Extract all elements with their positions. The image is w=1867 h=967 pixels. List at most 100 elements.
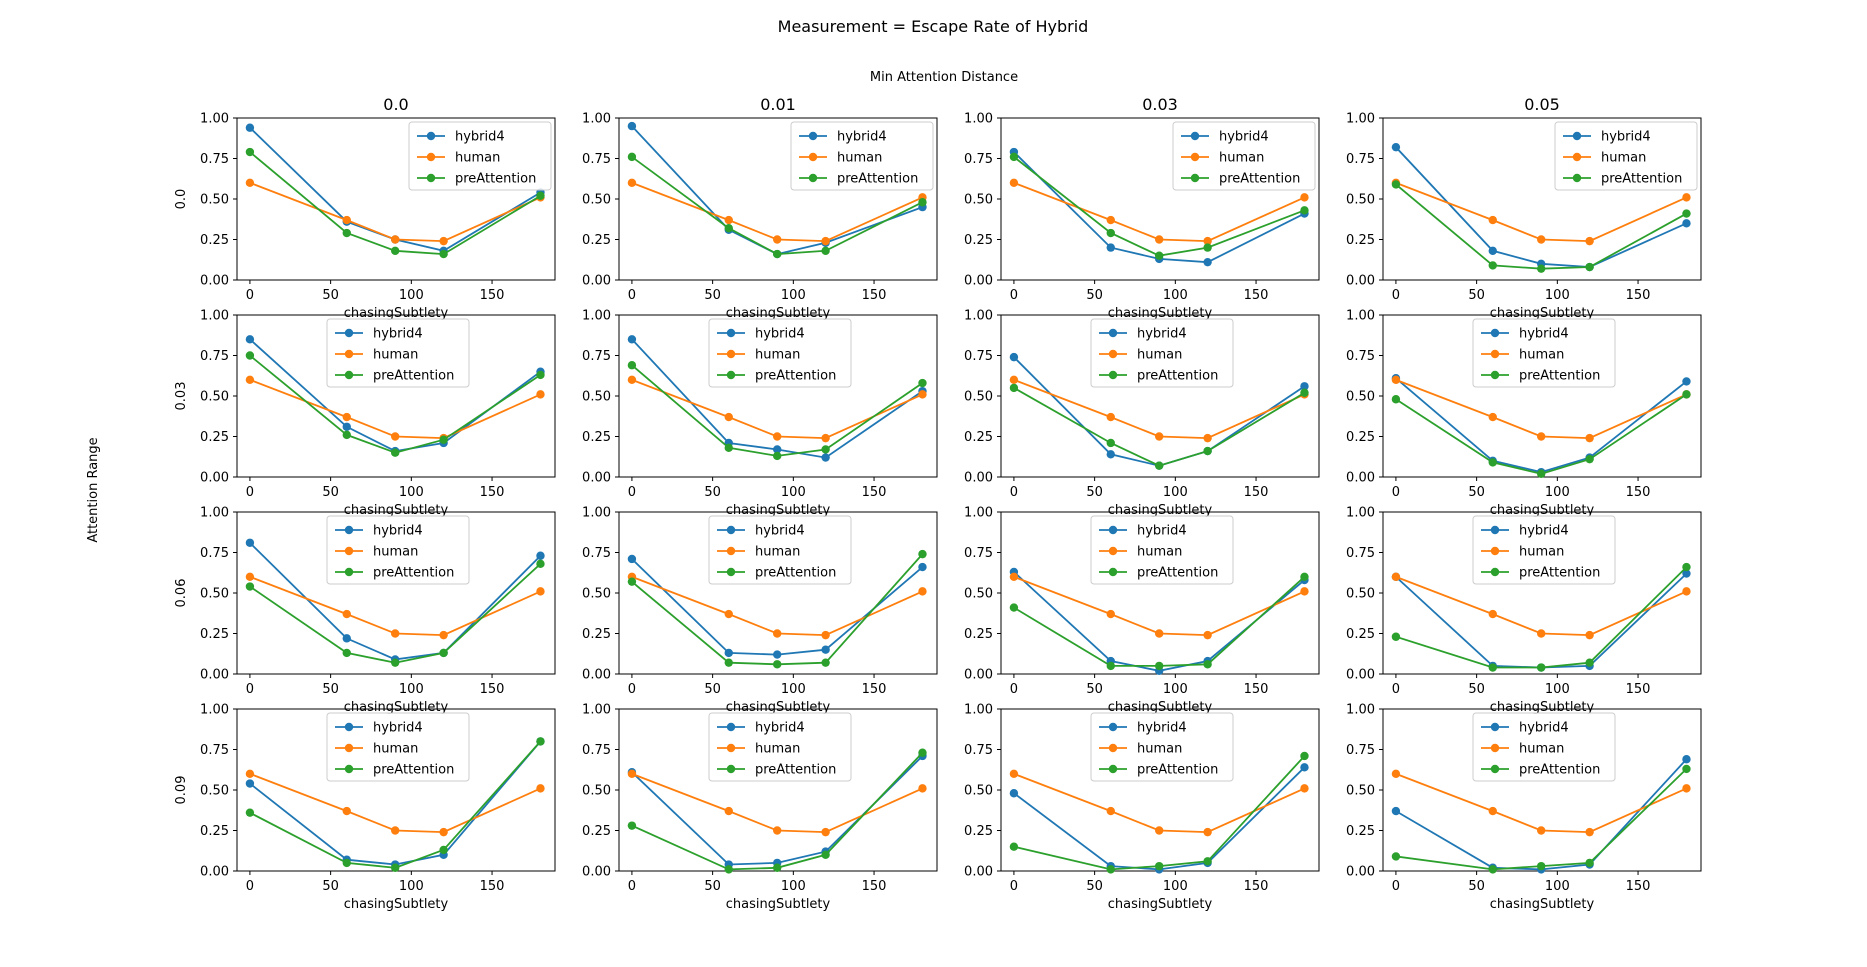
- y-tick-label: 0.25: [964, 627, 993, 642]
- data-point-preAttention: [918, 549, 927, 559]
- x-tick-label: 0: [628, 485, 636, 500]
- x-tick-label: 50: [1086, 682, 1103, 697]
- series-line-human: [1395, 181, 1687, 243]
- data-point-preAttention: [1682, 390, 1691, 399]
- data-point-preAttention: [1585, 858, 1594, 868]
- legend-marker: [726, 328, 736, 338]
- legend-marker: [1190, 173, 1200, 183]
- y-tick-label: 0.00: [582, 865, 611, 880]
- data-point-human: [1009, 572, 1019, 581]
- figure-title: Measurement = Escape Rate of Hybrid: [778, 17, 1089, 36]
- data-point-human: [536, 390, 545, 399]
- x-tick-label: 50: [322, 682, 339, 697]
- data-point-hybrid4: [772, 445, 782, 454]
- legend-marker: [1108, 743, 1118, 753]
- data-point-human: [1488, 215, 1497, 225]
- x-axis-label: chasingSubtlety: [1490, 503, 1595, 518]
- legend-marker: [1108, 764, 1118, 774]
- data-point-preAttention: [1203, 857, 1212, 866]
- y-tick-label: 0.75: [200, 546, 229, 561]
- y-tick-label: 0.00: [582, 471, 611, 486]
- data-point-human: [1488, 412, 1497, 422]
- legend-label: human: [755, 348, 800, 363]
- data-point-preAttention: [439, 435, 448, 444]
- data-point-preAttention: [724, 443, 733, 453]
- data-point-preAttention: [1203, 660, 1212, 669]
- row-value-label: 0.0: [174, 189, 189, 210]
- y-tick-label: 0.50: [1346, 587, 1375, 602]
- data-point-hybrid4: [1300, 382, 1309, 391]
- x-tick-label: 100: [1163, 879, 1188, 894]
- legend-marker: [1490, 546, 1500, 556]
- data-point-human: [245, 178, 255, 187]
- legend: hybrid4 human preAttention: [1090, 318, 1234, 388]
- x-tick-label: 0: [1392, 879, 1400, 894]
- legend-marker: [1190, 131, 1200, 141]
- data-point-human: [1585, 630, 1594, 640]
- data-point-human: [439, 827, 448, 837]
- data-point-human: [1203, 236, 1212, 246]
- legend-marker: [726, 764, 736, 774]
- legend-box: [708, 318, 852, 388]
- data-point-human: [1585, 236, 1594, 246]
- legend-marker: [1108, 567, 1118, 577]
- data-point-hybrid4: [536, 551, 545, 560]
- data-point-human: [342, 806, 351, 816]
- data-point-preAttention: [342, 858, 351, 868]
- series-line-hybrid4: [1013, 766, 1306, 871]
- x-tick-label: 150: [1244, 288, 1269, 303]
- data-point-preAttention: [772, 249, 782, 259]
- x-tick-label: 150: [480, 288, 505, 303]
- data-point-preAttention: [1300, 388, 1309, 397]
- legend-box: [408, 121, 552, 191]
- column-header-value: 0.03: [1142, 95, 1178, 114]
- data-point-human: [1585, 827, 1594, 837]
- legend-label: hybrid4: [455, 130, 505, 145]
- y-tick-label: 1.00: [964, 703, 993, 718]
- data-point-preAttention: [439, 845, 448, 855]
- data-point-human: [342, 412, 351, 422]
- y-tick-label: 0.50: [582, 390, 611, 405]
- legend-label: hybrid4: [1519, 721, 1569, 736]
- legend-label: preAttention: [755, 369, 836, 384]
- data-point-hybrid4: [342, 634, 351, 643]
- y-tick-label: 0.75: [582, 349, 611, 364]
- data-point-hybrid4: [1106, 450, 1115, 459]
- data-point-human: [772, 826, 782, 835]
- x-axis-label: chasingSubtlety: [726, 503, 831, 518]
- data-point-hybrid4: [627, 554, 637, 564]
- chart-panels: 0.0 0.01 0.03 0.050.000.250.500.751.000 50 10…: [174, 95, 1702, 912]
- legend-label: preAttention: [1519, 369, 1600, 384]
- column-header-value: 0.0: [383, 95, 408, 114]
- x-tick-label: 0: [628, 879, 636, 894]
- x-tick-label: 50: [1086, 485, 1103, 500]
- y-tick-label: 1.00: [964, 112, 993, 127]
- x-axis-label: chasingSubtlety: [1108, 897, 1213, 912]
- legend-label: hybrid4: [1219, 130, 1269, 145]
- y-tick-label: 0.25: [200, 430, 229, 445]
- legend: hybrid4 human preAttention: [1472, 318, 1616, 388]
- legend-marker: [344, 328, 354, 338]
- y-tick-label: 0.75: [964, 349, 993, 364]
- data-point-human: [536, 587, 545, 596]
- legend-marker: [344, 764, 354, 774]
- x-tick-label: 150: [1626, 485, 1651, 500]
- x-axis-label: chasingSubtlety: [344, 897, 449, 912]
- x-tick-label: 50: [1468, 485, 1485, 500]
- subplot-panel: 0.00 0.25 0.50 0.75 1.00 0 50 100 150 chasingSubt…: [1346, 506, 1702, 715]
- data-point-hybrid4: [918, 562, 927, 572]
- legend: hybrid4 human preAttention: [708, 515, 852, 585]
- data-point-preAttention: [1154, 861, 1164, 871]
- data-point-human: [1682, 587, 1691, 596]
- x-tick-label: 100: [1163, 682, 1188, 697]
- data-point-human: [1391, 572, 1401, 581]
- legend-label: preAttention: [373, 566, 454, 581]
- column-header-title: Min Attention Distance: [870, 70, 1018, 85]
- legend-marker: [1572, 152, 1582, 162]
- series-line-hybrid4: [1013, 571, 1306, 672]
- data-point-hybrid4: [1106, 243, 1115, 252]
- legend-marker: [726, 525, 736, 535]
- data-point-human: [342, 215, 351, 225]
- data-point-human: [627, 375, 637, 384]
- data-point-preAttention: [821, 658, 830, 667]
